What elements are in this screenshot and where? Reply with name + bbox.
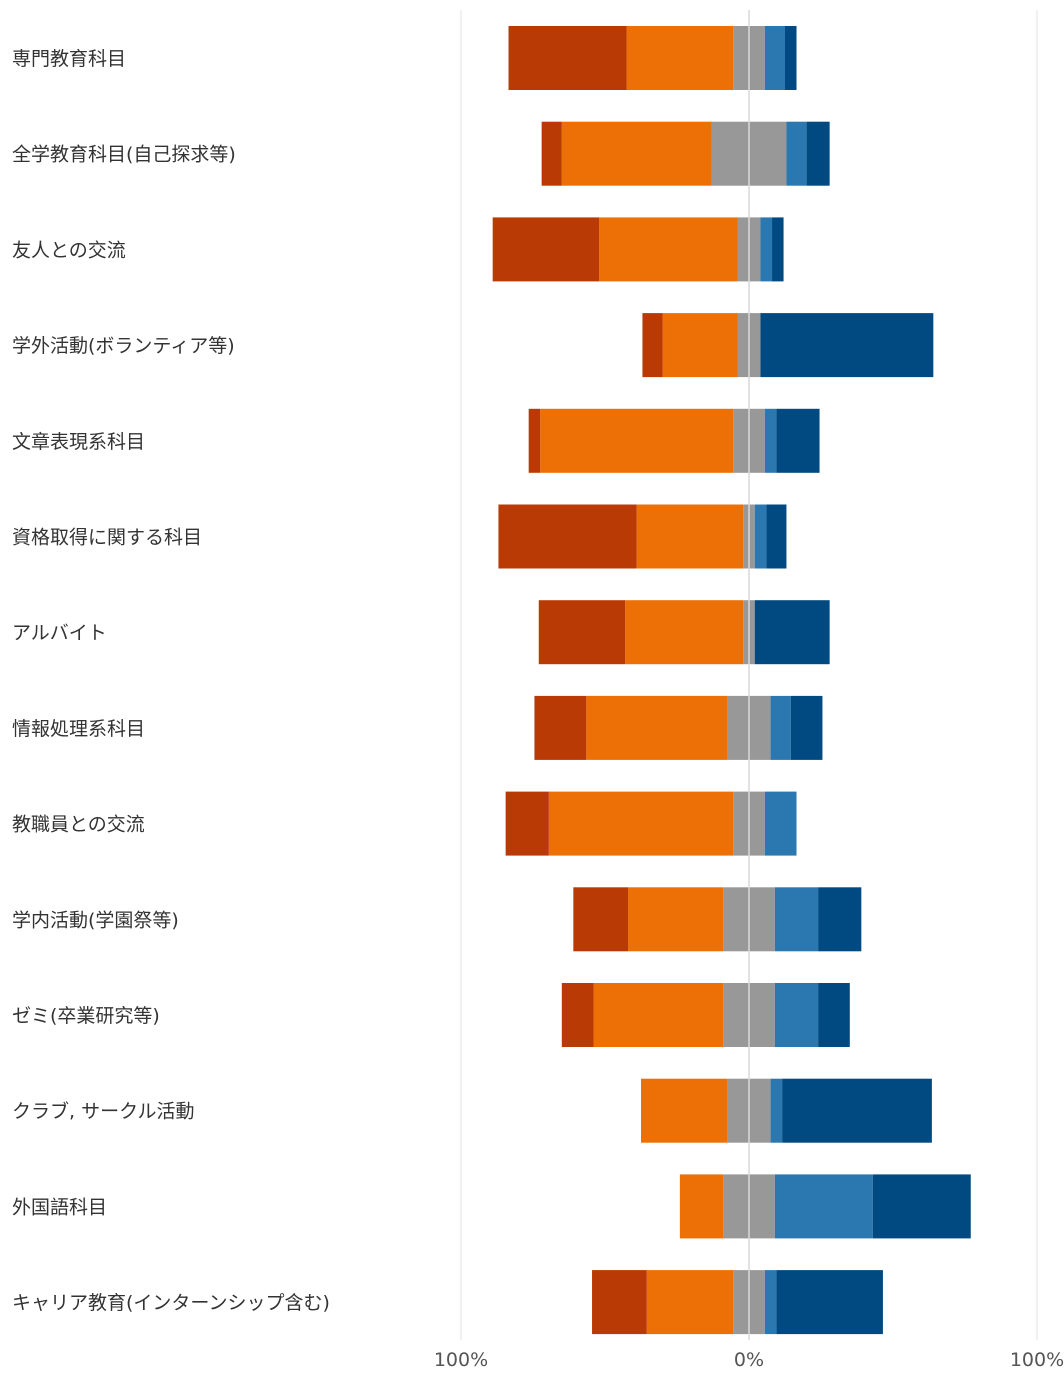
bar-segment: [785, 26, 797, 90]
bar-segment: [806, 121, 830, 186]
category-label: 文章表現系科目: [12, 431, 145, 453]
bar-segment: [749, 1174, 775, 1239]
bar-segment: [628, 887, 724, 952]
category-label: 専門教育科目: [12, 48, 126, 70]
category-label: 資格取得に関する科目: [12, 527, 202, 549]
bar-segment: [749, 408, 765, 473]
category-label: 学内活動(学園祭等): [12, 909, 179, 931]
bar-segment: [538, 600, 626, 665]
bar-segment: [573, 887, 629, 952]
bar-segment: [782, 1078, 932, 1143]
bar-segment: [737, 217, 749, 282]
bar-segment: [727, 695, 749, 760]
bar-segment: [679, 1174, 724, 1239]
category-label: 情報処理系科目: [12, 718, 145, 740]
category-label: 友人との交流: [12, 239, 126, 261]
category-label: 学外活動(ボランティア等): [12, 335, 235, 357]
bar-segment: [561, 121, 712, 186]
bar-segment: [774, 887, 819, 952]
bar-segment: [586, 695, 728, 760]
bar-segment: [760, 313, 934, 378]
category-label: クラブ, サークル活動: [12, 1100, 195, 1123]
category-label: 教職員との交流: [12, 814, 145, 836]
bar-segment: [749, 121, 787, 186]
bar-segment: [592, 1270, 647, 1335]
bar-segment: [764, 791, 797, 856]
bar-segment: [505, 791, 549, 856]
bar-segment: [733, 26, 749, 90]
bar-segment: [790, 695, 823, 760]
bar-segment: [528, 408, 541, 473]
bar-segment: [541, 121, 562, 186]
bar-segment: [749, 504, 755, 569]
category-label: キャリア教育(インターンシップ含む): [12, 1292, 330, 1314]
bars-group: [492, 26, 971, 1335]
bar-segment: [776, 1270, 883, 1335]
bar-segment: [760, 217, 773, 282]
bar-segment: [733, 1270, 749, 1335]
bar-segment: [749, 217, 761, 282]
bar-segment: [492, 217, 600, 282]
bar-segment: [818, 887, 862, 952]
bar-segment: [625, 600, 744, 665]
bar-segment: [548, 791, 734, 856]
bar-segment: [772, 217, 784, 282]
bar-segment: [642, 313, 663, 378]
bar-segment: [540, 408, 734, 473]
category-label: 外国語科目: [12, 1196, 107, 1218]
category-label: 全学教育科目(自己探求等): [12, 144, 236, 166]
bar-segment: [727, 1078, 749, 1143]
bar-segment: [636, 504, 744, 569]
bar-segment: [749, 1078, 771, 1143]
bar-segment: [641, 1078, 728, 1143]
bar-segment: [749, 887, 775, 952]
bar-segment: [743, 600, 749, 665]
bar-segment: [723, 983, 749, 1047]
bar-segment: [764, 408, 777, 473]
bar-segment: [786, 121, 807, 186]
bar-segment: [733, 408, 749, 473]
bar-segment: [646, 1270, 734, 1335]
bar-segment: [764, 26, 785, 90]
bar-segment: [770, 695, 791, 760]
bar-segment: [774, 983, 819, 1047]
bar-segment: [593, 983, 724, 1047]
bar-segment: [743, 504, 749, 569]
bar-segment: [626, 26, 734, 90]
bar-segment: [766, 504, 787, 569]
bar-segment: [770, 1078, 783, 1143]
x-tick-label: 100%: [1010, 1349, 1064, 1371]
bar-segment: [733, 791, 749, 856]
bar-segment: [749, 313, 761, 378]
category-label: ゼミ(卒業研究等): [12, 1005, 160, 1027]
bar-segment: [534, 695, 587, 760]
x-tick-label: 100%: [434, 1349, 488, 1371]
bar-segment: [723, 887, 749, 952]
category-label: アルバイト: [12, 622, 107, 644]
bar-segment: [749, 983, 775, 1047]
bar-segment: [737, 313, 749, 378]
bar-segment: [508, 26, 627, 90]
bar-segment: [561, 983, 594, 1047]
bar-segment: [764, 1270, 777, 1335]
bar-segment: [599, 217, 738, 282]
bar-segment: [754, 600, 830, 665]
bar-segment: [754, 504, 767, 569]
bar-segment: [872, 1174, 971, 1239]
bar-segment: [749, 26, 765, 90]
bar-segment: [776, 408, 820, 473]
bar-segment: [711, 121, 749, 186]
bar-segment: [749, 1270, 765, 1335]
bar-segment: [749, 695, 771, 760]
bar-segment: [662, 313, 738, 378]
bar-segment: [749, 791, 765, 856]
bar-segment: [818, 983, 850, 1047]
bar-segment: [749, 600, 755, 665]
bar-segment: [498, 504, 637, 569]
bar-segment: [723, 1174, 749, 1239]
x-tick-label: 0%: [734, 1349, 764, 1371]
bar-segment: [774, 1174, 873, 1239]
